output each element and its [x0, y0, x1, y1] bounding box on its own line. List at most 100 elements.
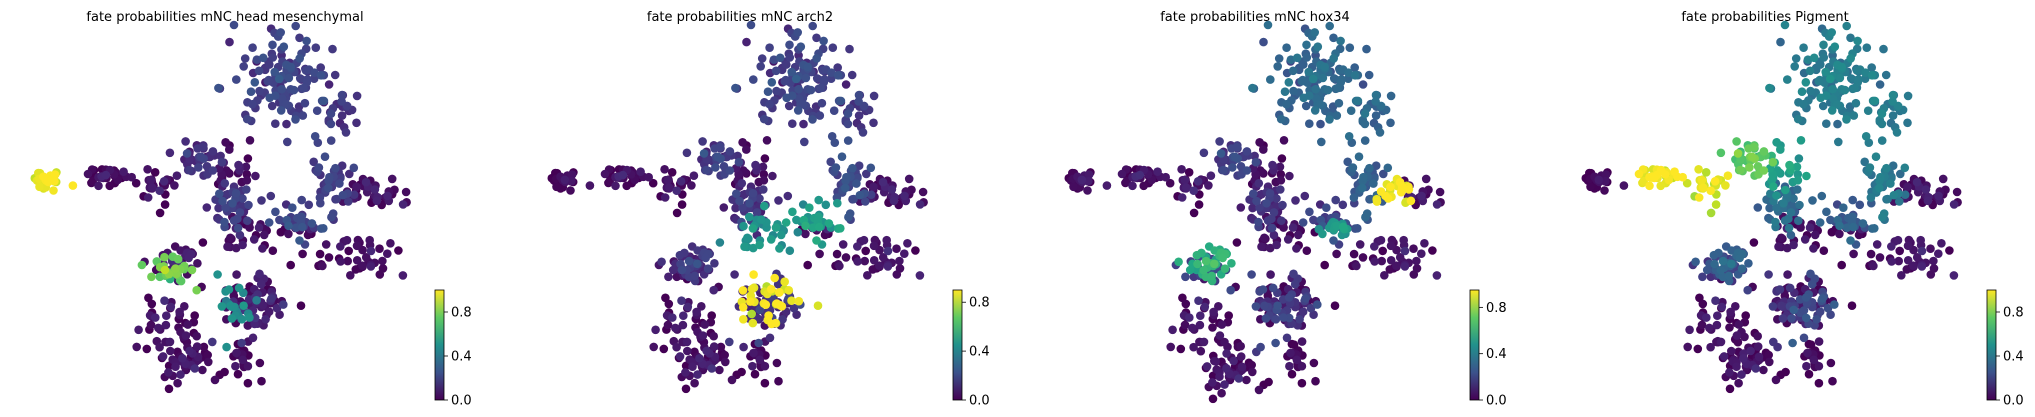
data-point	[235, 230, 245, 240]
data-point	[707, 311, 716, 320]
data-point	[855, 190, 865, 200]
data-point	[398, 200, 408, 209]
data-point	[1370, 257, 1379, 266]
data-point	[1365, 163, 1374, 173]
panel-3-colorbar: 0.0 0.4 0.8	[1469, 289, 1507, 409]
data-point	[765, 333, 775, 343]
data-point	[1386, 182, 1395, 192]
data-point	[784, 286, 794, 295]
data-point	[667, 168, 677, 177]
data-point	[297, 195, 307, 205]
data-point	[738, 303, 748, 312]
data-point	[1417, 249, 1426, 258]
data-point	[1790, 62, 1799, 71]
data-point	[677, 265, 687, 275]
data-point	[1292, 355, 1302, 365]
data-point	[725, 166, 735, 175]
data-point	[185, 165, 194, 175]
data-point	[143, 193, 153, 202]
data-point	[692, 307, 701, 317]
data-point	[326, 109, 336, 118]
data-point	[1769, 337, 1778, 347]
data-point	[1815, 218, 1825, 227]
data-point	[1723, 171, 1733, 180]
data-point	[793, 28, 802, 37]
data-point	[199, 342, 209, 352]
data-point	[286, 260, 296, 270]
data-point	[165, 337, 175, 347]
data-point	[332, 194, 341, 204]
data-point	[1879, 44, 1888, 54]
data-point	[738, 138, 747, 147]
data-point	[1329, 74, 1339, 83]
data-point	[788, 119, 797, 128]
data-point	[131, 178, 141, 188]
data-point	[1276, 114, 1286, 124]
data-point	[730, 270, 739, 279]
data-point	[1759, 365, 1768, 375]
data-point	[1242, 147, 1252, 156]
data-point	[1266, 75, 1275, 84]
data-point	[1196, 311, 1205, 321]
data-point	[1254, 179, 1264, 188]
data-point	[311, 43, 321, 52]
data-point	[560, 175, 570, 185]
data-point	[1759, 147, 1769, 156]
data-point	[266, 191, 276, 201]
data-point	[766, 284, 776, 294]
data-point	[155, 208, 165, 218]
data-point	[1289, 269, 1298, 279]
data-point	[798, 100, 808, 109]
data-point	[1809, 355, 1819, 365]
data-point	[1869, 261, 1878, 271]
data-point	[1174, 257, 1183, 267]
data-point	[365, 235, 375, 245]
data-point	[1400, 246, 1410, 256]
data-point	[1353, 224, 1362, 233]
panel-2-points	[547, 20, 928, 394]
data-point	[868, 265, 878, 274]
data-point	[808, 21, 817, 31]
data-point	[1734, 320, 1744, 329]
data-point	[1202, 362, 1212, 371]
data-point	[711, 163, 720, 172]
data-point	[735, 196, 744, 206]
data-point	[1204, 181, 1213, 190]
data-point	[713, 152, 723, 162]
data-point	[845, 44, 854, 54]
data-point	[824, 219, 834, 228]
data-point	[748, 318, 758, 328]
data-point	[904, 174, 914, 184]
data-point	[255, 86, 264, 96]
data-point	[657, 257, 666, 267]
data-point	[1282, 43, 1291, 52]
data-point	[683, 302, 693, 312]
data-point	[1331, 195, 1340, 205]
data-point	[147, 299, 157, 309]
data-point	[1912, 177, 1922, 187]
data-point	[794, 296, 804, 306]
data-point	[611, 181, 620, 191]
data-point	[771, 66, 781, 76]
data-point	[861, 197, 870, 206]
data-point	[1428, 246, 1437, 255]
data-point	[1305, 119, 1314, 128]
data-point	[1216, 149, 1226, 158]
data-point	[327, 212, 336, 222]
data-point	[226, 233, 235, 243]
data-point	[1794, 216, 1803, 225]
data-point	[833, 71, 843, 80]
data-point	[1276, 176, 1286, 185]
data-point	[1343, 157, 1352, 167]
data-point	[198, 365, 207, 375]
data-point	[264, 75, 274, 85]
data-point	[1290, 279, 1300, 289]
data-point	[316, 63, 326, 72]
data-point	[271, 207, 280, 217]
data-point	[1273, 301, 1282, 311]
data-point	[1332, 221, 1342, 231]
data-point	[1776, 145, 1785, 154]
data-point	[858, 128, 868, 137]
data-point	[1797, 87, 1807, 96]
data-point	[693, 370, 702, 379]
